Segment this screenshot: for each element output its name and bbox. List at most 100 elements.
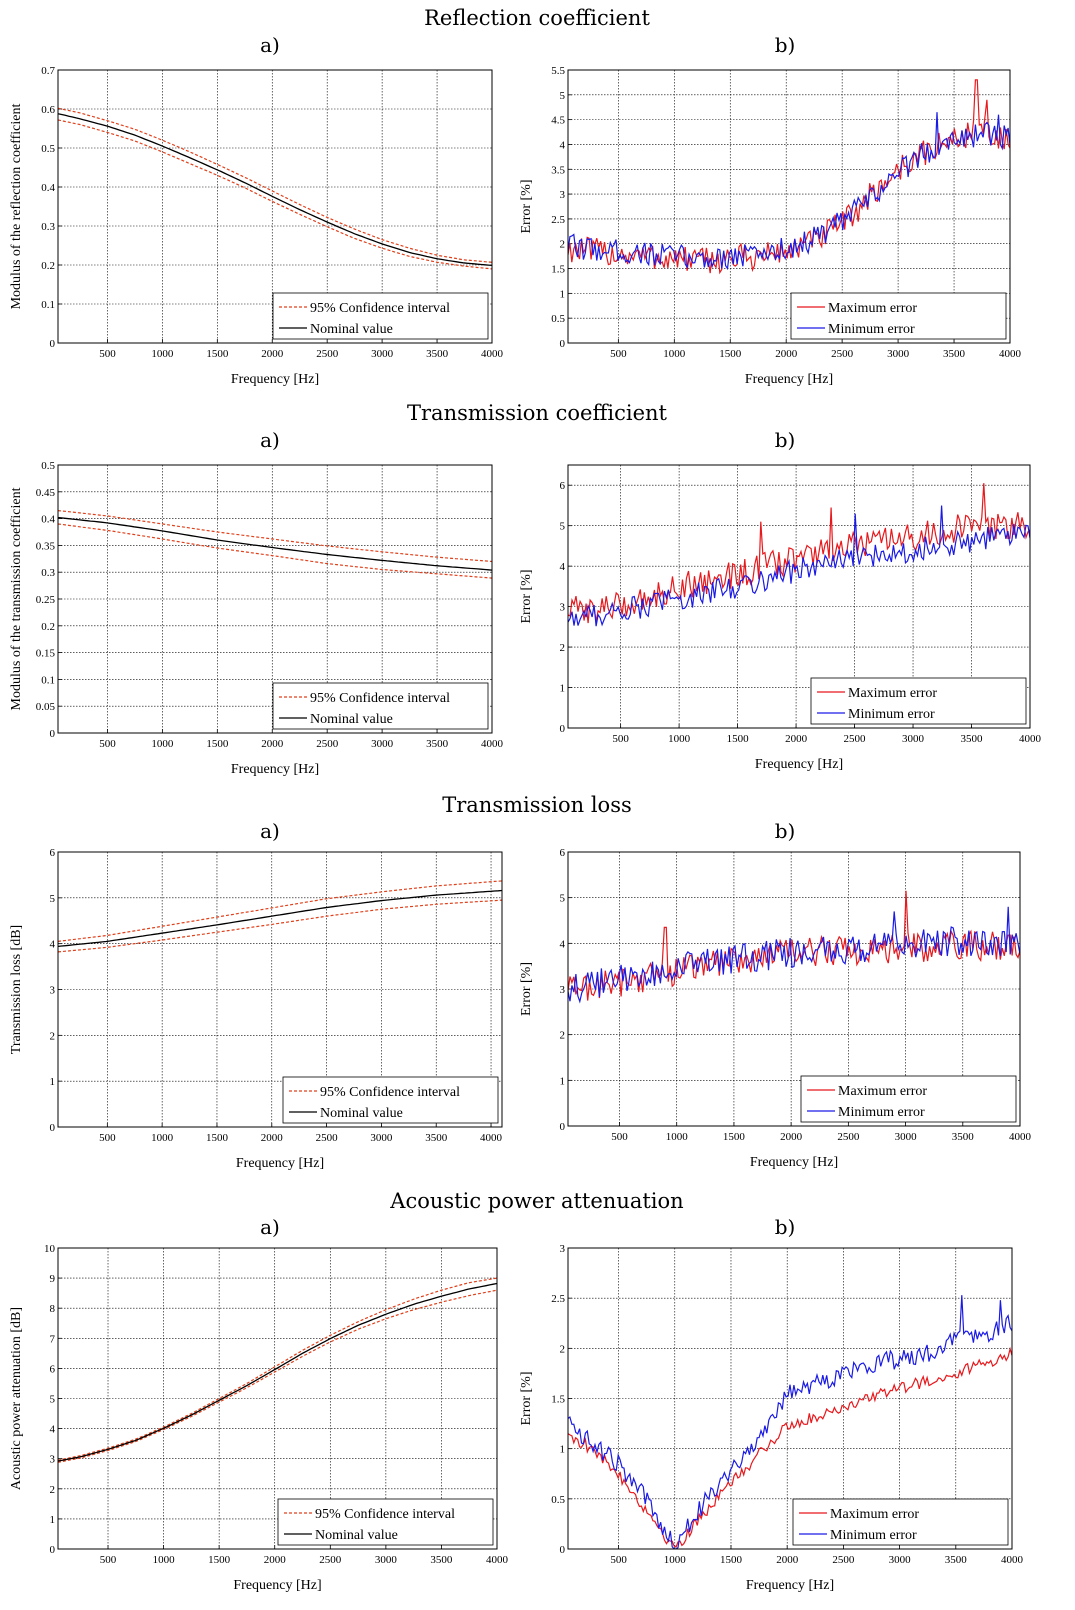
chart-trans-a: 500 1000 1500 2000 2500 3000 3500 4000 0 0.05 0.1 0… xyxy=(9,460,504,777)
series-line-95-confidence-interval xyxy=(58,1277,497,1461)
legend-label: Minimum error xyxy=(838,1105,925,1120)
section-title: Transmission coefficient xyxy=(407,401,668,425)
y-tick-label: 5.5 xyxy=(551,65,565,77)
y-tick-label: 0.5 xyxy=(41,143,55,155)
y-axis-label: Modulus of the transmission coefficient xyxy=(9,487,24,710)
legend-label: 95% Confidence interval xyxy=(320,1085,460,1100)
x-tick-label: 1500 xyxy=(719,348,742,360)
series-line-ci-lower xyxy=(58,523,492,579)
x-tick-label: 2500 xyxy=(319,1554,342,1566)
y-tick-label: 6 xyxy=(560,847,566,859)
y-tick-label: 0.25 xyxy=(36,594,56,606)
x-tick-label: 4000 xyxy=(481,348,504,360)
legend-box xyxy=(790,292,1007,340)
x-tick-label: 3000 xyxy=(887,348,910,360)
legend: 95% Confidence interval Nominal value xyxy=(277,1498,494,1546)
y-tick-label: 3 xyxy=(560,984,566,996)
y-tick-label: 0.2 xyxy=(41,260,55,272)
chart-apa-b: 500 1000 1500 2000 2500 3000 3500 4000 0 0.5 1 1.5 2… xyxy=(519,1243,1024,1593)
y-tick-label: 0.15 xyxy=(36,648,56,660)
series-group xyxy=(58,1277,497,1463)
series-line-nominal-value xyxy=(58,113,492,267)
y-tick-label: 3 xyxy=(560,602,566,614)
y-tick-label: 0 xyxy=(560,1544,566,1556)
series-line-minimum-error xyxy=(568,112,1010,271)
legend-label: 95% Confidence interval xyxy=(310,691,450,706)
legend: 95% Confidence interval Nominal value xyxy=(282,1076,499,1124)
x-tick-label: 3500 xyxy=(430,1554,453,1566)
section-title: Acoustic power attenuation xyxy=(389,1189,683,1213)
y-tick-label: 0.7 xyxy=(41,65,55,77)
y-tick-label: 2 xyxy=(560,642,566,654)
series-line-maximum-error xyxy=(568,79,1010,275)
series-group xyxy=(568,890,1020,1004)
y-axis-label: Error [%] xyxy=(519,962,534,1016)
y-tick-label: 0.5 xyxy=(551,1494,565,1506)
x-tick-label: 1500 xyxy=(206,1132,229,1144)
plot-frame xyxy=(57,69,493,344)
x-tick-label: 1000 xyxy=(666,1131,689,1143)
legend-label: Maximum error xyxy=(828,301,917,316)
y-tick-label: 7 xyxy=(50,1333,56,1345)
x-tick-label: 3000 xyxy=(371,348,394,360)
series-group xyxy=(568,483,1030,627)
series-group xyxy=(58,880,502,953)
x-tick-label: 4000 xyxy=(1001,1554,1024,1566)
series-line-minimum-error xyxy=(568,505,1030,627)
plot-frame xyxy=(567,1247,1013,1550)
legend-box xyxy=(792,1498,1009,1546)
plot-frame xyxy=(57,1247,498,1550)
legend: Maximum error Minimum error xyxy=(790,292,1007,340)
x-tick-label: 1500 xyxy=(720,1554,743,1566)
x-tick-label: 500 xyxy=(610,348,627,360)
y-tick-label: 2 xyxy=(560,239,566,251)
plot-frame xyxy=(567,69,1011,344)
series-group xyxy=(58,107,492,270)
x-tick-label: 1000 xyxy=(151,1132,174,1144)
legend-label: Minimum error xyxy=(828,322,915,337)
x-tick-label: 2000 xyxy=(780,1131,803,1143)
y-tick-label: 3 xyxy=(560,1243,566,1255)
x-tick-label: 4000 xyxy=(1009,1131,1032,1143)
y-tick-label: 1 xyxy=(50,1076,56,1088)
y-tick-label: 1.5 xyxy=(551,264,565,276)
chart-tl-b: 500 1000 1500 2000 2500 3000 3500 4000 0 1 2 3 4 5 6 Fr… xyxy=(519,847,1032,1170)
y-axis-label: Acoustic power attenuation [dB] xyxy=(9,1307,24,1490)
x-tick-label: 3500 xyxy=(426,348,449,360)
x-tick-label: 4000 xyxy=(480,1132,503,1144)
x-tick-label: 3000 xyxy=(902,733,925,745)
x-tick-label: 1000 xyxy=(668,733,691,745)
y-tick-label: 2.5 xyxy=(551,1293,565,1305)
panel-tag: a) xyxy=(260,428,280,452)
x-axis-label: Frequency [Hz] xyxy=(233,1578,321,1593)
series-line-minimum-error xyxy=(568,1295,1012,1549)
panel-tag: a) xyxy=(260,33,280,57)
legend: Maximum error Minimum error xyxy=(792,1498,1009,1546)
series-line-ci-lower xyxy=(58,119,492,270)
y-tick-label: 0.1 xyxy=(41,674,55,686)
x-tick-label: 1500 xyxy=(206,348,229,360)
y-tick-label: 3 xyxy=(560,189,566,201)
x-tick-label: 1000 xyxy=(663,348,686,360)
x-tick-label: 2000 xyxy=(776,1554,799,1566)
plot-frame xyxy=(57,851,503,1128)
legend-label: Nominal value xyxy=(320,1106,403,1121)
legend-label: Nominal value xyxy=(315,1528,398,1543)
series-line-maximum-error xyxy=(568,890,1020,1001)
x-tick-label: 4000 xyxy=(1019,733,1042,745)
x-tick-label: 500 xyxy=(99,1132,116,1144)
y-tick-label: 0.5 xyxy=(41,460,55,472)
y-tick-label: 0 xyxy=(560,1121,566,1133)
legend-label: Maximum error xyxy=(848,686,937,701)
panel-tag: a) xyxy=(260,1215,280,1239)
legend-label: Minimum error xyxy=(830,1528,917,1543)
y-tick-label: 0.45 xyxy=(36,487,56,499)
chart-refl-b: 500 1000 1500 2000 2500 3000 3500 4000 0 0.5 1 1.5 2… xyxy=(519,65,1022,387)
legend-box xyxy=(272,682,489,730)
y-tick-label: 5 xyxy=(50,1394,56,1406)
plot-frame xyxy=(567,464,1031,729)
x-tick-label: 1000 xyxy=(153,1554,176,1566)
legend-box xyxy=(272,292,489,340)
y-tick-label: 3 xyxy=(50,985,56,997)
